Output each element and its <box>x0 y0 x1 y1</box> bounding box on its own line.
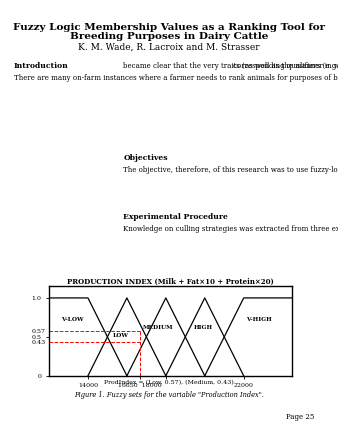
Text: MEDIUM: MEDIUM <box>143 325 173 330</box>
Text: The objective, therefore, of this research was to use fuzzy-logic membership val: The objective, therefore, of this resear… <box>123 166 338 173</box>
Text: Introduction: Introduction <box>14 62 68 70</box>
Text: K. M. Wade, R. Lacroix and M. Strasser: K. M. Wade, R. Lacroix and M. Strasser <box>78 42 260 51</box>
Text: Experimental Procedure: Experimental Procedure <box>123 213 228 221</box>
Text: Knowledge on culling strategies was extracted from three experts for monthly DHI: Knowledge on culling strategies was extr… <box>123 225 338 233</box>
Text: Objectives: Objectives <box>123 154 168 162</box>
Title: PRODUCTION INDEX (Milk + Fat×10 + Protein×20): PRODUCTION INDEX (Milk + Fat×10 + Protei… <box>67 277 274 285</box>
Text: LOW: LOW <box>113 333 129 338</box>
Text: Figure 1. Fuzzy sets for the variable "Production Index".: Figure 1. Fuzzy sets for the variable "P… <box>74 392 264 399</box>
Text: V-LOW: V-LOW <box>61 317 84 322</box>
Text: There are many on-farm instances where a farmer needs to rank animals for purpos: There are many on-farm instances where a… <box>14 74 338 82</box>
Text: 0.57: 0.57 <box>32 329 46 334</box>
Text: became clear that the very traits (as well as the manner in which they were cons: became clear that the very traits (as we… <box>123 62 338 70</box>
Text: corresponding qualifiers (e.g., low, medium and high), and the experts asked to : corresponding qualifiers (e.g., low, med… <box>233 62 338 70</box>
Text: Fuzzy Logic Membership Values as a Ranking Tool for: Fuzzy Logic Membership Values as a Ranki… <box>13 23 325 31</box>
Text: 0.43: 0.43 <box>32 340 46 345</box>
Text: Page 25: Page 25 <box>286 413 314 421</box>
Text: HIGH: HIGH <box>193 325 212 330</box>
Text: Breeding Purposes in Dairy Cattle: Breeding Purposes in Dairy Cattle <box>70 32 268 41</box>
Text: V-HIGH: V-HIGH <box>246 317 272 322</box>
Text: ProdIndex = (Low, 0.57), (Medium, 0.43): ProdIndex = (Low, 0.57), (Medium, 0.43) <box>104 380 234 385</box>
